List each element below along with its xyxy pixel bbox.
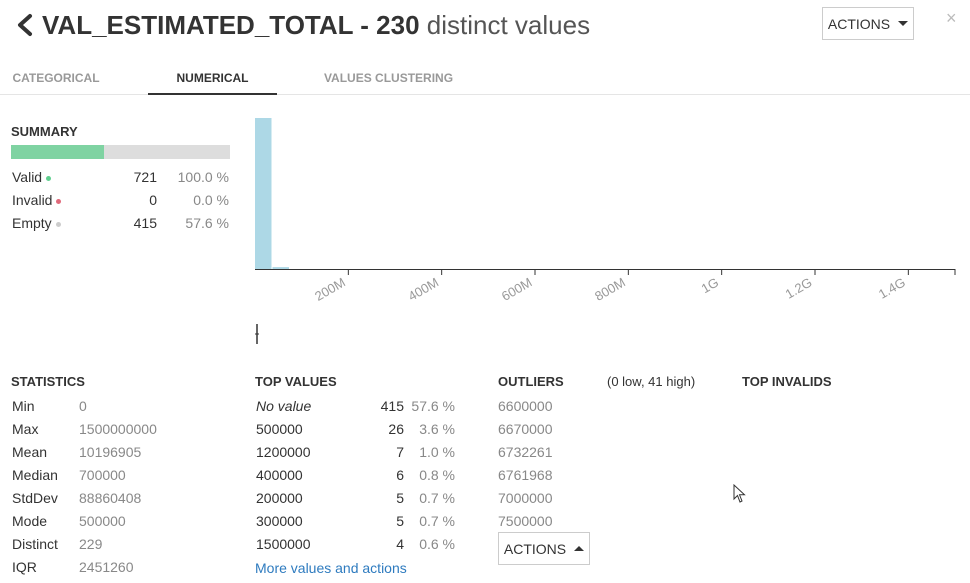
summary-label: Invalid [12, 192, 53, 208]
top-value: 500000 [256, 421, 303, 437]
chevron-left-icon[interactable] [14, 12, 36, 38]
top-value-pct: 0.7 % [419, 490, 455, 506]
stat-label: Distinct [12, 536, 58, 552]
stat-value: 88860408 [79, 490, 142, 506]
stat-label: IQR [12, 559, 37, 575]
caret-up-icon [574, 546, 585, 551]
page-title: VAL_ESTIMATED_TOTAL - 230 distinct value… [42, 8, 590, 42]
x-tick-label: 800M [592, 275, 628, 304]
outliers-actions-label: ACTIONS [503, 540, 567, 557]
top-value-count: 415 [380, 398, 404, 414]
summary-bar [11, 145, 230, 159]
close-icon[interactable]: × [946, 8, 957, 28]
stat-value: 700000 [79, 467, 126, 483]
histogram-chart: 200M 400M 600M 800M 1G 1.2G 1.4G [255, 118, 956, 344]
actions-button[interactable]: ACTIONS [822, 7, 914, 40]
top-value-count: 5 [396, 513, 404, 529]
top-value-count: 26 [388, 421, 404, 437]
stat-label: Min [12, 398, 35, 414]
stat-value: 229 [79, 536, 103, 552]
stat-label: Max [12, 421, 39, 437]
top-value-pct: 57.6 % [411, 398, 455, 414]
stat-label: Median [12, 467, 58, 483]
stat-value: 10196905 [79, 444, 142, 460]
top-value-pct: 0.8 % [419, 467, 455, 483]
top-value-pct: 0.7 % [419, 513, 455, 529]
x-tick-label: 1.2G [783, 275, 815, 302]
summary-panel: SUMMARY Valid 721 100.0 % Invalid 0 0.0 … [11, 124, 231, 234]
valid-dot-icon [46, 175, 52, 181]
top-value: 400000 [256, 467, 303, 483]
statistics-title: STATISTICS [11, 374, 85, 389]
summary-pct: 100.0 % [177, 169, 229, 185]
stat-value: 500000 [79, 513, 126, 529]
x-tick-label: 200M [312, 275, 348, 304]
outlier-value: 6761968 [498, 467, 553, 483]
top-value-pct: 0.6 % [419, 536, 455, 552]
stat-label: StdDev [12, 490, 58, 506]
outliers-summary: (0 low, 41 high) [607, 374, 696, 389]
header: VAL_ESTIMATED_TOTAL - 230 distinct value… [0, 0, 970, 60]
actions-button-label: ACTIONS [827, 15, 891, 32]
histogram-bar [255, 118, 272, 269]
summary-count: 721 [133, 169, 157, 185]
top-value-pct: 1.0 % [419, 444, 455, 460]
outlier-value: 6600000 [498, 398, 553, 414]
x-tick-label: 1.4G [876, 275, 908, 302]
summary-row-empty: Empty 415 57.6 % [11, 211, 231, 234]
top-value-count: 7 [396, 444, 404, 460]
summary-bar-valid-fill [11, 145, 105, 159]
stat-label: Mode [12, 513, 48, 529]
outliers-title: OUTLIERS [498, 374, 564, 389]
stat-value: 1500000000 [79, 421, 157, 437]
summary-label: Valid [12, 169, 43, 185]
outlier-value: 6670000 [498, 421, 553, 437]
top-value: 200000 [256, 490, 303, 506]
x-tick-label: 400M [405, 275, 441, 304]
distinct-count: 230 [376, 10, 420, 40]
summary-pct: 57.6 % [185, 215, 229, 231]
summary-row-valid: Valid 721 100.0 % [11, 165, 231, 188]
empty-dot-icon [55, 221, 61, 227]
outliers-actions-button[interactable]: ACTIONS [498, 532, 590, 565]
tab-categorical[interactable]: CATEGORICAL [12, 71, 100, 85]
x-tick-label: 600M [499, 275, 535, 304]
summary-title: SUMMARY [11, 124, 78, 139]
invalid-dot-icon [56, 198, 62, 204]
top-invalids-title: TOP INVALIDS [742, 374, 832, 389]
outlier-value: 7500000 [498, 513, 553, 529]
stat-value: 2451260 [79, 559, 134, 575]
stat-label: Mean [12, 444, 48, 460]
top-value-count: 5 [396, 490, 404, 506]
summary-label: Empty [12, 215, 52, 231]
tab-bar: CATEGORICAL NUMERICAL VALUES CLUSTERING [0, 62, 970, 95]
top-value: 1500000 [256, 536, 311, 552]
top-value-count: 4 [396, 536, 404, 552]
top-value: No value [256, 398, 312, 414]
top-value-count: 6 [396, 467, 404, 483]
summary-count: 0 [149, 192, 157, 208]
caret-down-icon [898, 21, 909, 26]
summary-count: 415 [133, 215, 157, 231]
top-value: 300000 [256, 513, 303, 529]
title-separator: - [353, 10, 377, 40]
top-value: 1200000 [256, 444, 311, 460]
mouse-cursor-icon [733, 484, 746, 503]
histogram-bar [272, 267, 289, 269]
summary-pct: 0.0 % [193, 192, 229, 208]
outlier-value: 6732261 [498, 444, 553, 460]
outlier-value: 7000000 [498, 490, 553, 506]
tab-numerical[interactable]: NUMERICAL [148, 62, 277, 95]
top-value-pct: 3.6 % [419, 421, 455, 437]
column-name: VAL_ESTIMATED_TOTAL [42, 10, 354, 40]
distinct-suffix: distinct values [419, 10, 591, 40]
summary-row-invalid: Invalid 0 0.0 % [11, 188, 231, 211]
x-tick-label: 1G [699, 275, 722, 297]
stat-value: 0 [79, 398, 87, 414]
more-values-link[interactable]: More values and actions [255, 560, 407, 576]
tab-values-clustering[interactable]: VALUES CLUSTERING [323, 71, 454, 85]
top-values-title: TOP VALUES [255, 374, 337, 389]
